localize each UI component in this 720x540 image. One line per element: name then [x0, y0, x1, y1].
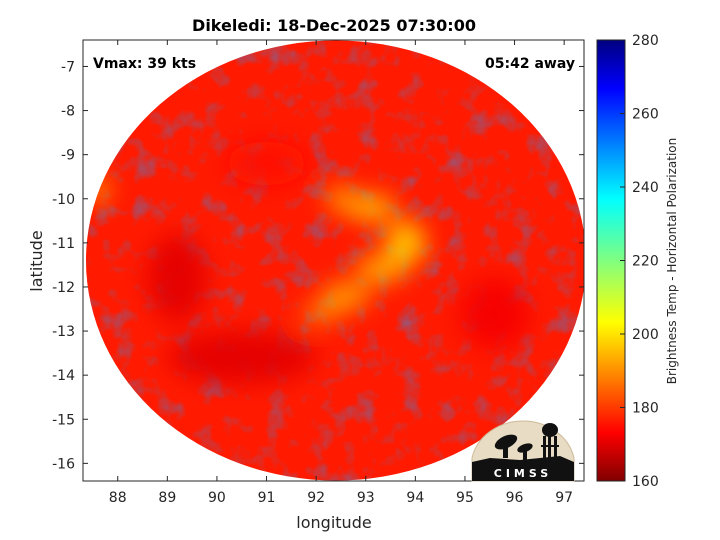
x-tick-label: 89: [158, 490, 176, 506]
y-tick-label: -10: [52, 192, 75, 208]
x-axis: 88 89 90 91 92 93 94 95 96 97: [109, 40, 573, 506]
y-tick-label: -16: [52, 456, 75, 472]
feature-7: [167, 331, 317, 384]
feature-5: [326, 185, 356, 212]
y-tick-label: -13: [52, 324, 75, 340]
colorbar-ticks: 160 180 200 220 240 260 280: [620, 33, 659, 490]
vmax-annotation: Vmax: 39 kts: [93, 56, 196, 72]
water-tower-icon: [541, 423, 559, 462]
feature-0: [345, 194, 396, 221]
features-layer: [87, 141, 530, 384]
feature-2: [355, 256, 406, 283]
x-tick-label: 95: [456, 490, 474, 506]
swath: [85, 40, 584, 481]
y-tick-label: -14: [52, 368, 75, 384]
y-tick-label: -9: [61, 148, 75, 164]
x-tick-label: 93: [357, 490, 375, 506]
x-tick-label: 91: [258, 490, 276, 506]
colorbar-tick-label: 200: [632, 327, 659, 343]
feature-9: [459, 278, 530, 349]
colorbar-tick-label: 160: [632, 474, 659, 490]
y-tick-label: -11: [52, 236, 75, 252]
feature-10: [226, 141, 307, 186]
x-tick-label: 88: [109, 490, 127, 506]
x-axis-label: longitude: [296, 513, 371, 532]
feature-8: [147, 234, 208, 323]
time-offset-annotation: 05:42 away: [485, 56, 575, 72]
x-tick-label: 97: [555, 490, 573, 506]
x-tick-label: 96: [506, 490, 524, 506]
colorbar-label: Brightness Temp - Horizontal Polarizatio…: [665, 138, 679, 385]
x-tick-label: 94: [406, 490, 424, 506]
satellite-dish-icon: [494, 434, 533, 460]
y-tick-label: -8: [61, 104, 75, 120]
y-tick-label: -15: [52, 412, 75, 428]
y-tick-label: -12: [52, 280, 75, 296]
y-axis-label: latitude: [27, 230, 46, 291]
colorbar-tick-label: 180: [632, 401, 659, 417]
plot-frame: [82, 39, 585, 482]
chart-title: Dikeledi: 18-Dec-2025 07:30:00: [192, 16, 476, 35]
x-tick-label: 90: [208, 490, 226, 506]
x-tick-label: 92: [307, 490, 325, 506]
colorbar-tick-label: 280: [632, 33, 659, 49]
y-tick-label: -7: [61, 59, 75, 75]
colorbar-tick-label: 240: [632, 180, 659, 196]
feature-6: [87, 176, 108, 204]
feature-4: [301, 304, 341, 323]
logo-text: CIMSS: [494, 467, 552, 480]
feature-3: [321, 282, 371, 310]
colorbar-tick-label: 260: [632, 107, 659, 123]
y-axis: -7 -8 -9 -10 -11 -12 -13 -14 -15 -16: [52, 59, 584, 472]
plot-area: [85, 40, 584, 481]
feature-1: [385, 220, 426, 265]
logo-ground: [472, 456, 574, 481]
cimss-logo: CIMSS: [471, 420, 575, 482]
colorbar-tick-label: 220: [632, 254, 659, 270]
